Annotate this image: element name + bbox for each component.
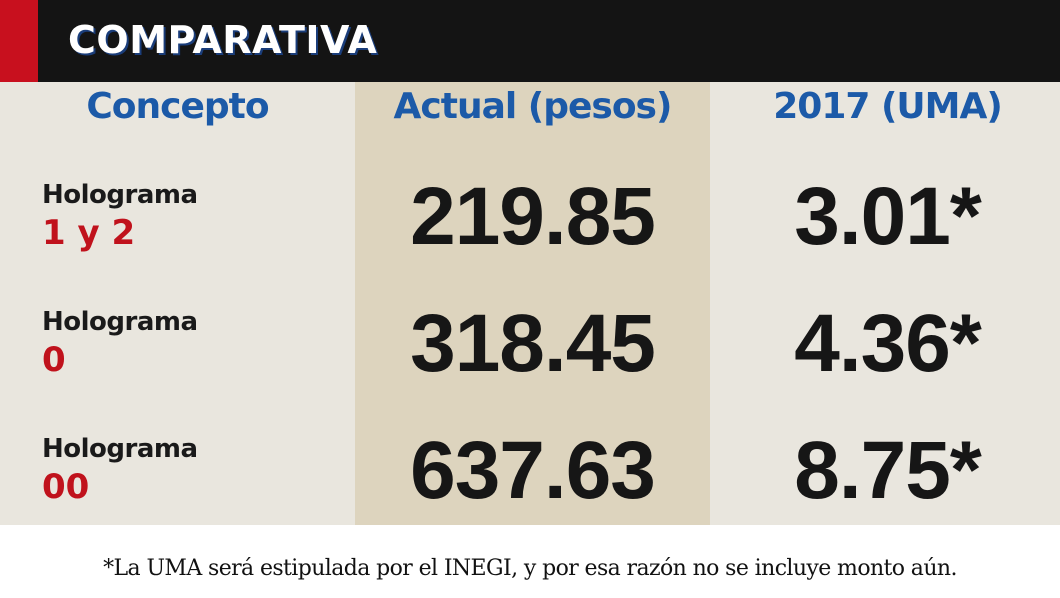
- accent-stripe: [0, 0, 38, 82]
- column-header: 2017 (UMA): [773, 86, 1003, 127]
- concept-type: 00: [42, 467, 90, 507]
- header-bar: [0, 0, 1060, 82]
- title: COMPARATIVA: [68, 18, 378, 62]
- uma-value: 3.01*: [794, 171, 982, 262]
- price-value: 318.45: [410, 298, 656, 389]
- footnote: *La UMA será estipulada por el INEGI, y …: [103, 556, 957, 581]
- concept-label: Holograma: [42, 180, 198, 210]
- concept-type: 0: [42, 340, 66, 380]
- uma-value: 4.36*: [794, 298, 982, 389]
- uma-value: 8.75*: [794, 425, 982, 516]
- concept-type: 1 y 2: [42, 213, 136, 253]
- price-value: 219.85: [410, 171, 656, 262]
- concept-label: Holograma: [42, 434, 198, 464]
- concept-label: Holograma: [42, 307, 198, 337]
- column-header: Concepto: [86, 86, 269, 127]
- column-header: Actual (pesos): [393, 86, 673, 127]
- highlight-column: [355, 82, 710, 525]
- price-value: 637.63: [410, 425, 656, 516]
